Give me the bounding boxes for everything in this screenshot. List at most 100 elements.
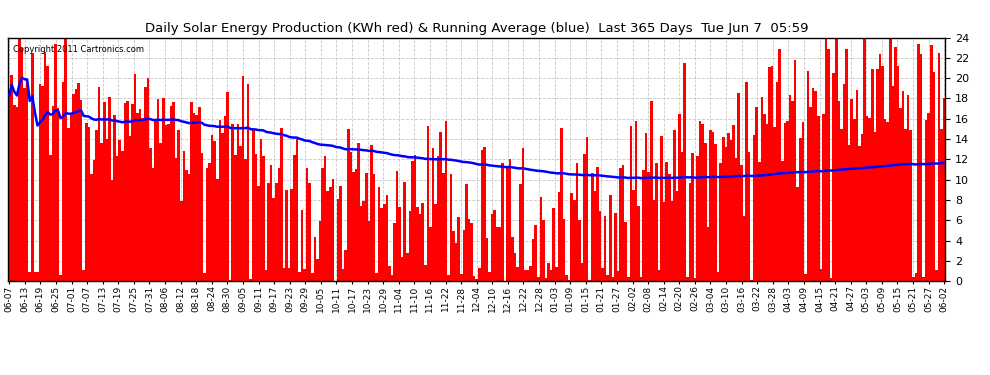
- Bar: [627, 277, 630, 281]
- Bar: [375, 273, 378, 281]
- Bar: [31, 53, 34, 281]
- Bar: [575, 163, 578, 281]
- Bar: [337, 199, 340, 281]
- Bar: [229, 280, 232, 281]
- Bar: [64, 38, 67, 281]
- Bar: [647, 172, 650, 281]
- Bar: [216, 179, 219, 281]
- Bar: [822, 114, 825, 281]
- Bar: [411, 161, 414, 281]
- Bar: [842, 84, 845, 281]
- Bar: [847, 145, 850, 281]
- Bar: [742, 216, 745, 281]
- Bar: [74, 90, 77, 281]
- Bar: [722, 137, 725, 281]
- Bar: [332, 179, 335, 281]
- Bar: [113, 114, 116, 281]
- Bar: [190, 102, 193, 281]
- Bar: [535, 225, 537, 281]
- Bar: [938, 53, 940, 281]
- Bar: [385, 195, 388, 281]
- Bar: [696, 156, 699, 281]
- Bar: [614, 213, 617, 281]
- Bar: [632, 190, 635, 281]
- Bar: [272, 198, 275, 281]
- Bar: [691, 153, 694, 281]
- Bar: [686, 278, 689, 281]
- Bar: [182, 152, 185, 281]
- Bar: [211, 135, 214, 281]
- Bar: [657, 270, 660, 281]
- Bar: [807, 71, 809, 281]
- Bar: [365, 173, 367, 281]
- Bar: [259, 139, 262, 281]
- Bar: [904, 129, 907, 281]
- Bar: [335, 280, 337, 281]
- Bar: [417, 207, 419, 281]
- Bar: [85, 123, 87, 281]
- Bar: [87, 127, 90, 281]
- Bar: [930, 45, 933, 281]
- Bar: [208, 163, 211, 281]
- Bar: [106, 139, 108, 281]
- Bar: [773, 127, 776, 281]
- Bar: [873, 132, 876, 281]
- Bar: [298, 272, 301, 281]
- Bar: [254, 154, 257, 281]
- Bar: [452, 231, 454, 281]
- Bar: [488, 272, 491, 281]
- Bar: [319, 221, 322, 281]
- Bar: [727, 133, 730, 281]
- Bar: [784, 123, 786, 281]
- Bar: [77, 83, 80, 281]
- Bar: [794, 60, 797, 281]
- Bar: [879, 54, 881, 281]
- Bar: [349, 152, 352, 281]
- Bar: [21, 48, 24, 281]
- Bar: [67, 128, 69, 281]
- Bar: [306, 168, 309, 281]
- Bar: [137, 113, 139, 281]
- Bar: [151, 168, 154, 281]
- Bar: [388, 266, 391, 281]
- Bar: [638, 206, 640, 281]
- Bar: [886, 122, 889, 281]
- Bar: [738, 93, 740, 281]
- Bar: [920, 54, 923, 281]
- Bar: [683, 63, 686, 281]
- Bar: [514, 252, 517, 281]
- Bar: [894, 47, 897, 281]
- Bar: [853, 119, 855, 281]
- Bar: [16, 106, 18, 281]
- Bar: [227, 92, 229, 281]
- Bar: [303, 270, 306, 281]
- Bar: [765, 123, 768, 281]
- Bar: [825, 38, 828, 281]
- Bar: [301, 210, 303, 281]
- Bar: [797, 187, 799, 281]
- Bar: [655, 163, 657, 281]
- Bar: [185, 170, 188, 281]
- Bar: [833, 73, 835, 281]
- Bar: [108, 97, 111, 281]
- Bar: [758, 162, 760, 281]
- Bar: [370, 145, 372, 281]
- Bar: [424, 265, 427, 281]
- Bar: [668, 174, 670, 281]
- Bar: [717, 272, 720, 281]
- Bar: [93, 160, 95, 281]
- Bar: [116, 156, 119, 281]
- Bar: [103, 102, 106, 281]
- Bar: [740, 165, 742, 281]
- Bar: [928, 113, 930, 281]
- Bar: [42, 86, 44, 281]
- Bar: [699, 121, 702, 281]
- Bar: [249, 279, 251, 281]
- Bar: [329, 187, 332, 281]
- Bar: [607, 275, 609, 281]
- Bar: [812, 88, 815, 281]
- Bar: [309, 183, 311, 281]
- Bar: [517, 267, 519, 281]
- Bar: [422, 203, 424, 281]
- Bar: [763, 114, 765, 281]
